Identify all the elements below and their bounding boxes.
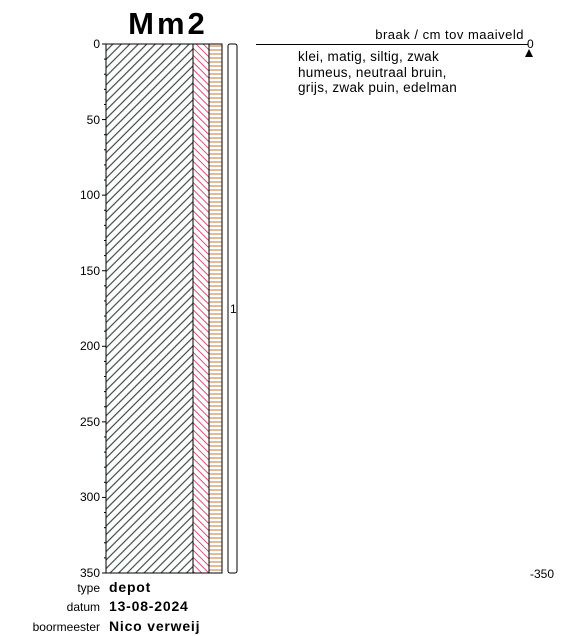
sample-bar (227, 43, 238, 574)
depth-tick-label: 50 (86, 112, 100, 127)
clay-layer (105, 43, 194, 574)
depth-tick-label: 150 (79, 263, 100, 278)
driller-label: boormeester (32, 620, 100, 634)
layer-description-line: humeus, neutraal bruin, (298, 64, 447, 80)
depth-tick-label: 100 (79, 188, 100, 203)
sample-number: 1 (230, 302, 237, 316)
type-value: depot (109, 579, 152, 595)
depth-tick-label: 300 (79, 490, 100, 505)
unit-label: braak / cm tov maaiveld (375, 27, 524, 42)
layer-description: klei, matig, siltig, zwak humeus, neutra… (298, 49, 528, 96)
layer-description-line: grijs, zwak puin, edelman (298, 80, 458, 95)
top-depth-label: 0 (527, 37, 534, 51)
bottom-depth-label: -350 (530, 567, 555, 581)
surface-line (256, 44, 528, 45)
driller-value: Nico verweij (109, 618, 201, 634)
depth-tick-label: 350 (79, 566, 100, 580)
depth-tick-label: 0 (93, 37, 100, 51)
depth-tick-label: 250 (79, 414, 100, 429)
humus-layer (192, 43, 210, 574)
rubble-layer (208, 43, 223, 574)
date-label: datum (66, 600, 100, 614)
boring-title: Mm2 (128, 6, 208, 41)
type-label: type (77, 581, 100, 595)
water-level-triangle-icon (525, 49, 533, 57)
depth-tick-label: 200 (79, 339, 100, 354)
layer-description-line: klei, matig, siltig, zwak (298, 49, 440, 64)
date-value: 13-08-2024 (109, 598, 189, 614)
